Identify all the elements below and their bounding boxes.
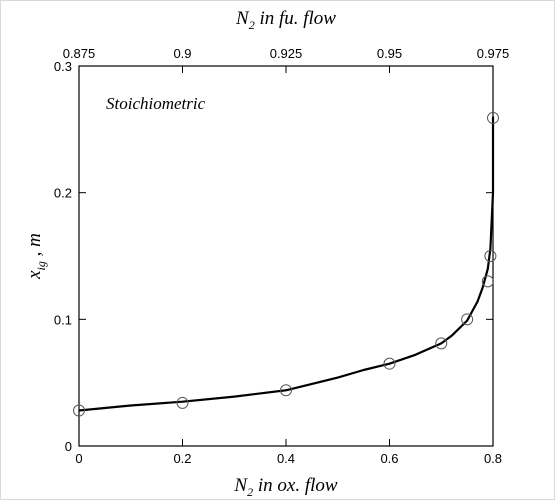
y-tick-label: 0 — [65, 439, 72, 454]
top-x-tick-label: 0.975 — [477, 46, 510, 61]
bottom-x-tick-label: 0.8 — [484, 451, 502, 466]
data-point-marker — [383, 357, 396, 370]
data-point-marker — [481, 275, 494, 288]
bottom-x-tick-label: 0.2 — [173, 451, 191, 466]
data-point-marker — [176, 396, 189, 409]
bottom-x-tick-label: 0.6 — [380, 451, 398, 466]
top-x-tick-label: 0.875 — [63, 46, 96, 61]
data-point-marker — [435, 337, 448, 350]
data-point-marker — [461, 313, 474, 326]
y-tick-label: 0.3 — [54, 59, 72, 74]
plot-area — [78, 65, 494, 447]
top-x-tick-label: 0.9 — [173, 46, 191, 61]
y-tick-label: 0.1 — [54, 312, 72, 327]
data-point-marker — [73, 404, 85, 417]
top-axis-title: N2 in fu. flow — [235, 8, 336, 32]
bottom-x-tick-label: 0 — [75, 451, 82, 466]
y-axis-title: xig , m — [24, 233, 48, 280]
data-point-marker — [487, 111, 499, 124]
top-x-tick-label: 0.95 — [377, 46, 402, 61]
y-tick-label: 0.2 — [54, 186, 72, 201]
top-x-tick-label: 0.925 — [270, 46, 303, 61]
bottom-axis-title: N2 in ox. flow — [233, 475, 337, 499]
data-point-marker — [280, 384, 292, 397]
annotation-label: Stoichiometric — [106, 94, 206, 113]
bottom-x-tick-label: 0.4 — [277, 451, 295, 466]
data-point-marker — [484, 250, 497, 262]
series-line — [78, 116, 495, 412]
